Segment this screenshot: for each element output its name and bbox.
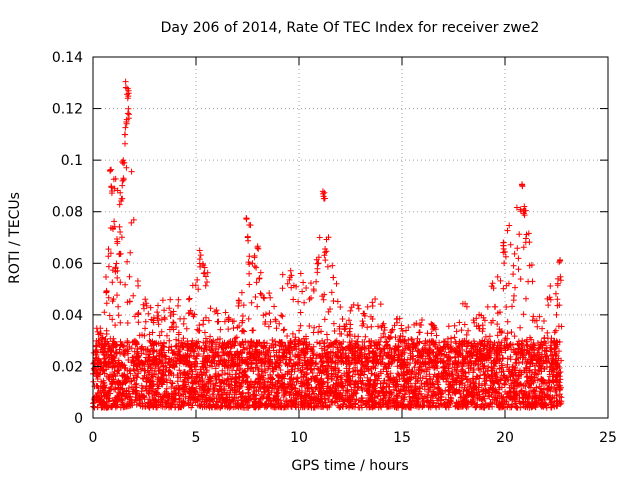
y-axis-label: ROTI / TECUs <box>7 192 23 284</box>
x-tick-label: 0 <box>89 430 98 446</box>
y-tick-label: 0.04 <box>52 308 83 324</box>
y-tick-label: 0.1 <box>61 153 83 169</box>
y-tick-label: 0 <box>74 411 83 427</box>
axis-ticks: 0 5 10 15 20 25 0 0.02 0.04 0.06 0.08 0.1 0.12 0.14 <box>52 50 617 446</box>
data-points <box>90 78 565 411</box>
chart-title: Day 206 of 2014, Rate Of TEC Index for r… <box>161 20 540 36</box>
x-tick-label: 25 <box>599 430 617 446</box>
x-axis-label: GPS time / hours <box>291 458 408 474</box>
y-tick-label: 0.02 <box>52 359 83 375</box>
x-tick-label: 15 <box>393 430 411 446</box>
x-tick-label: 20 <box>496 430 514 446</box>
x-tick-label: 5 <box>192 430 201 446</box>
y-tick-label: 0.12 <box>52 102 83 118</box>
y-tick-label: 0.14 <box>52 50 83 66</box>
y-tick-label: 0.08 <box>52 205 83 221</box>
plot-frame <box>92 56 609 419</box>
x-tick-label: 10 <box>290 430 308 446</box>
y-tick-label: 0.06 <box>52 256 83 272</box>
roti-markers <box>90 78 565 411</box>
